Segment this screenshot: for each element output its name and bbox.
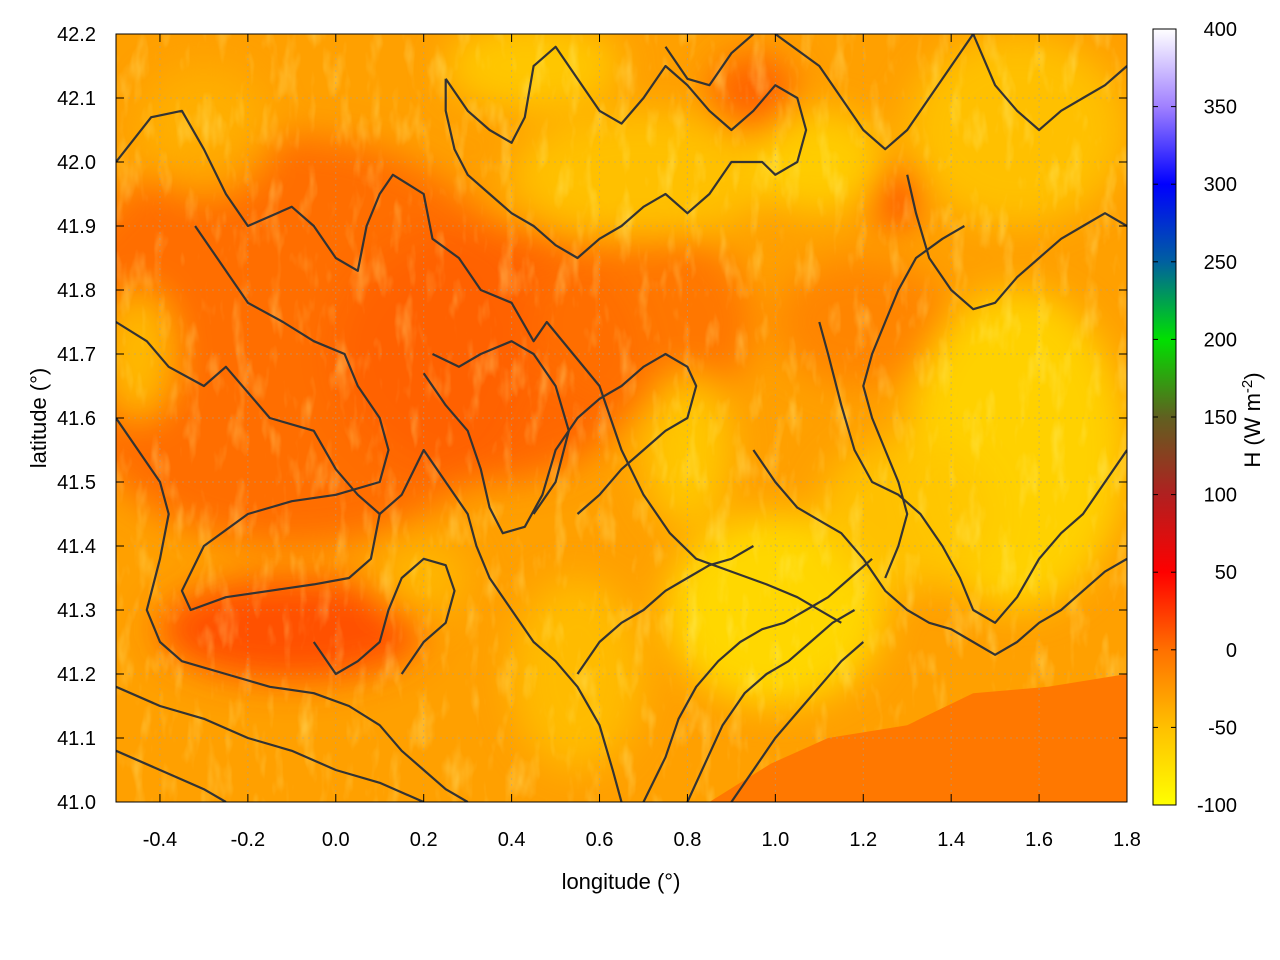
colorbar-label: H (W m-2) [1239,372,1266,467]
contour-line-15 [730,641,865,802]
contour-line-4 [116,685,425,802]
sea-region [709,674,1127,802]
colorbar-tick-label: 350 [1204,97,1237,119]
y-tick-label: 41.9 [57,216,96,238]
x-tick-label: 0.6 [586,829,614,851]
terrain-contours [116,34,1127,802]
colorbar-ticks: -100 -50 0 50 100 150 200 250 300 350 400 [1153,19,1237,817]
colorbar-tick-label: 400 [1204,19,1237,41]
contour-line-3 [116,417,469,802]
contour-line-6 [444,45,808,260]
contour-line-2 [180,225,390,612]
x-tick-label: 1.4 [937,829,965,851]
y-axis-label: latitude (°) [26,368,51,469]
contour-line-8 [774,34,975,151]
colorbar-tick-label: 50 [1215,562,1237,584]
x-tick-label: 1.8 [1113,829,1141,851]
contour-line-20 [862,225,965,579]
colorbar-tick-label: -100 [1197,795,1237,817]
contour-line-7 [664,34,755,87]
colorbar-tick-label: 250 [1204,252,1237,274]
x-tick-label: 0.4 [498,829,526,851]
x-axis-ticks: -0.4 -0.2 0.0 0.2 0.4 0.6 0.8 1.0 1.2 1.4 1.6 1.8 [143,34,1141,851]
sea-polygon [709,674,1127,802]
y-tick-label: 41.5 [57,472,96,494]
contour-line-0 [116,109,842,624]
x-tick-label: 1.0 [761,829,789,851]
y-tick-label: 41.8 [57,280,96,302]
colorbar-gradient [1153,29,1176,805]
y-tick-label: 41.6 [57,408,96,430]
contour-line-9 [972,34,1127,132]
x-tick-label: 1.2 [849,829,877,851]
y-axis-ticks: 41.0 41.1 41.2 41.3 41.4 41.5 41.6 41.7 41.8 41.9… [57,24,1127,814]
x-tick-label: 0.0 [322,829,350,851]
heatmap-plot-area [116,34,1127,802]
x-tick-label: -0.2 [231,829,265,851]
y-tick-label: 41.0 [57,792,96,814]
x-axis-label: longitude (°) [562,869,681,894]
contour-line-19 [576,545,754,675]
colorbar-tick-label: 300 [1204,174,1237,196]
x-tick-label: 1.6 [1025,829,1053,851]
contour-line-14 [686,609,856,802]
colorbar-tick-label: 100 [1204,485,1237,507]
x-tick-label: 0.2 [410,829,438,851]
y-tick-label: 42.1 [57,88,96,110]
y-tick-label: 42.0 [57,152,96,174]
y-tick-label: 41.4 [57,536,96,558]
colorbar-tick-label: 150 [1204,407,1237,429]
contour-line-5 [116,749,227,802]
colorbar-label-close: ) [1240,372,1265,379]
contour-line-17 [432,340,570,515]
y-tick-label: 41.1 [57,728,96,750]
contour-line-12 [752,449,1127,656]
y-tick-label: 41.2 [57,664,96,686]
contour-line-16 [422,352,698,535]
y-tick-label: 41.3 [57,600,96,622]
colorbar-tick-label: -50 [1208,717,1237,739]
colorbar-label-exponent: -2 [1239,380,1256,393]
x-tick-label: 0.8 [674,829,702,851]
contour-line-11 [818,321,1127,624]
x-tick-label: -0.4 [143,829,177,851]
contour-line-1 [116,321,623,802]
colorbar: -100 -50 0 50 100 150 200 250 300 350 400 [1152,19,1237,817]
contour-line-13 [642,557,873,802]
colorbar-tick-label: 200 [1204,329,1237,351]
y-tick-label: 42.2 [57,24,96,46]
colorbar-label-main: H (W m [1240,393,1265,468]
colorbar-tick-label: 0 [1226,640,1237,662]
y-tick-label: 41.7 [57,344,96,366]
contour-line-18 [312,557,456,676]
